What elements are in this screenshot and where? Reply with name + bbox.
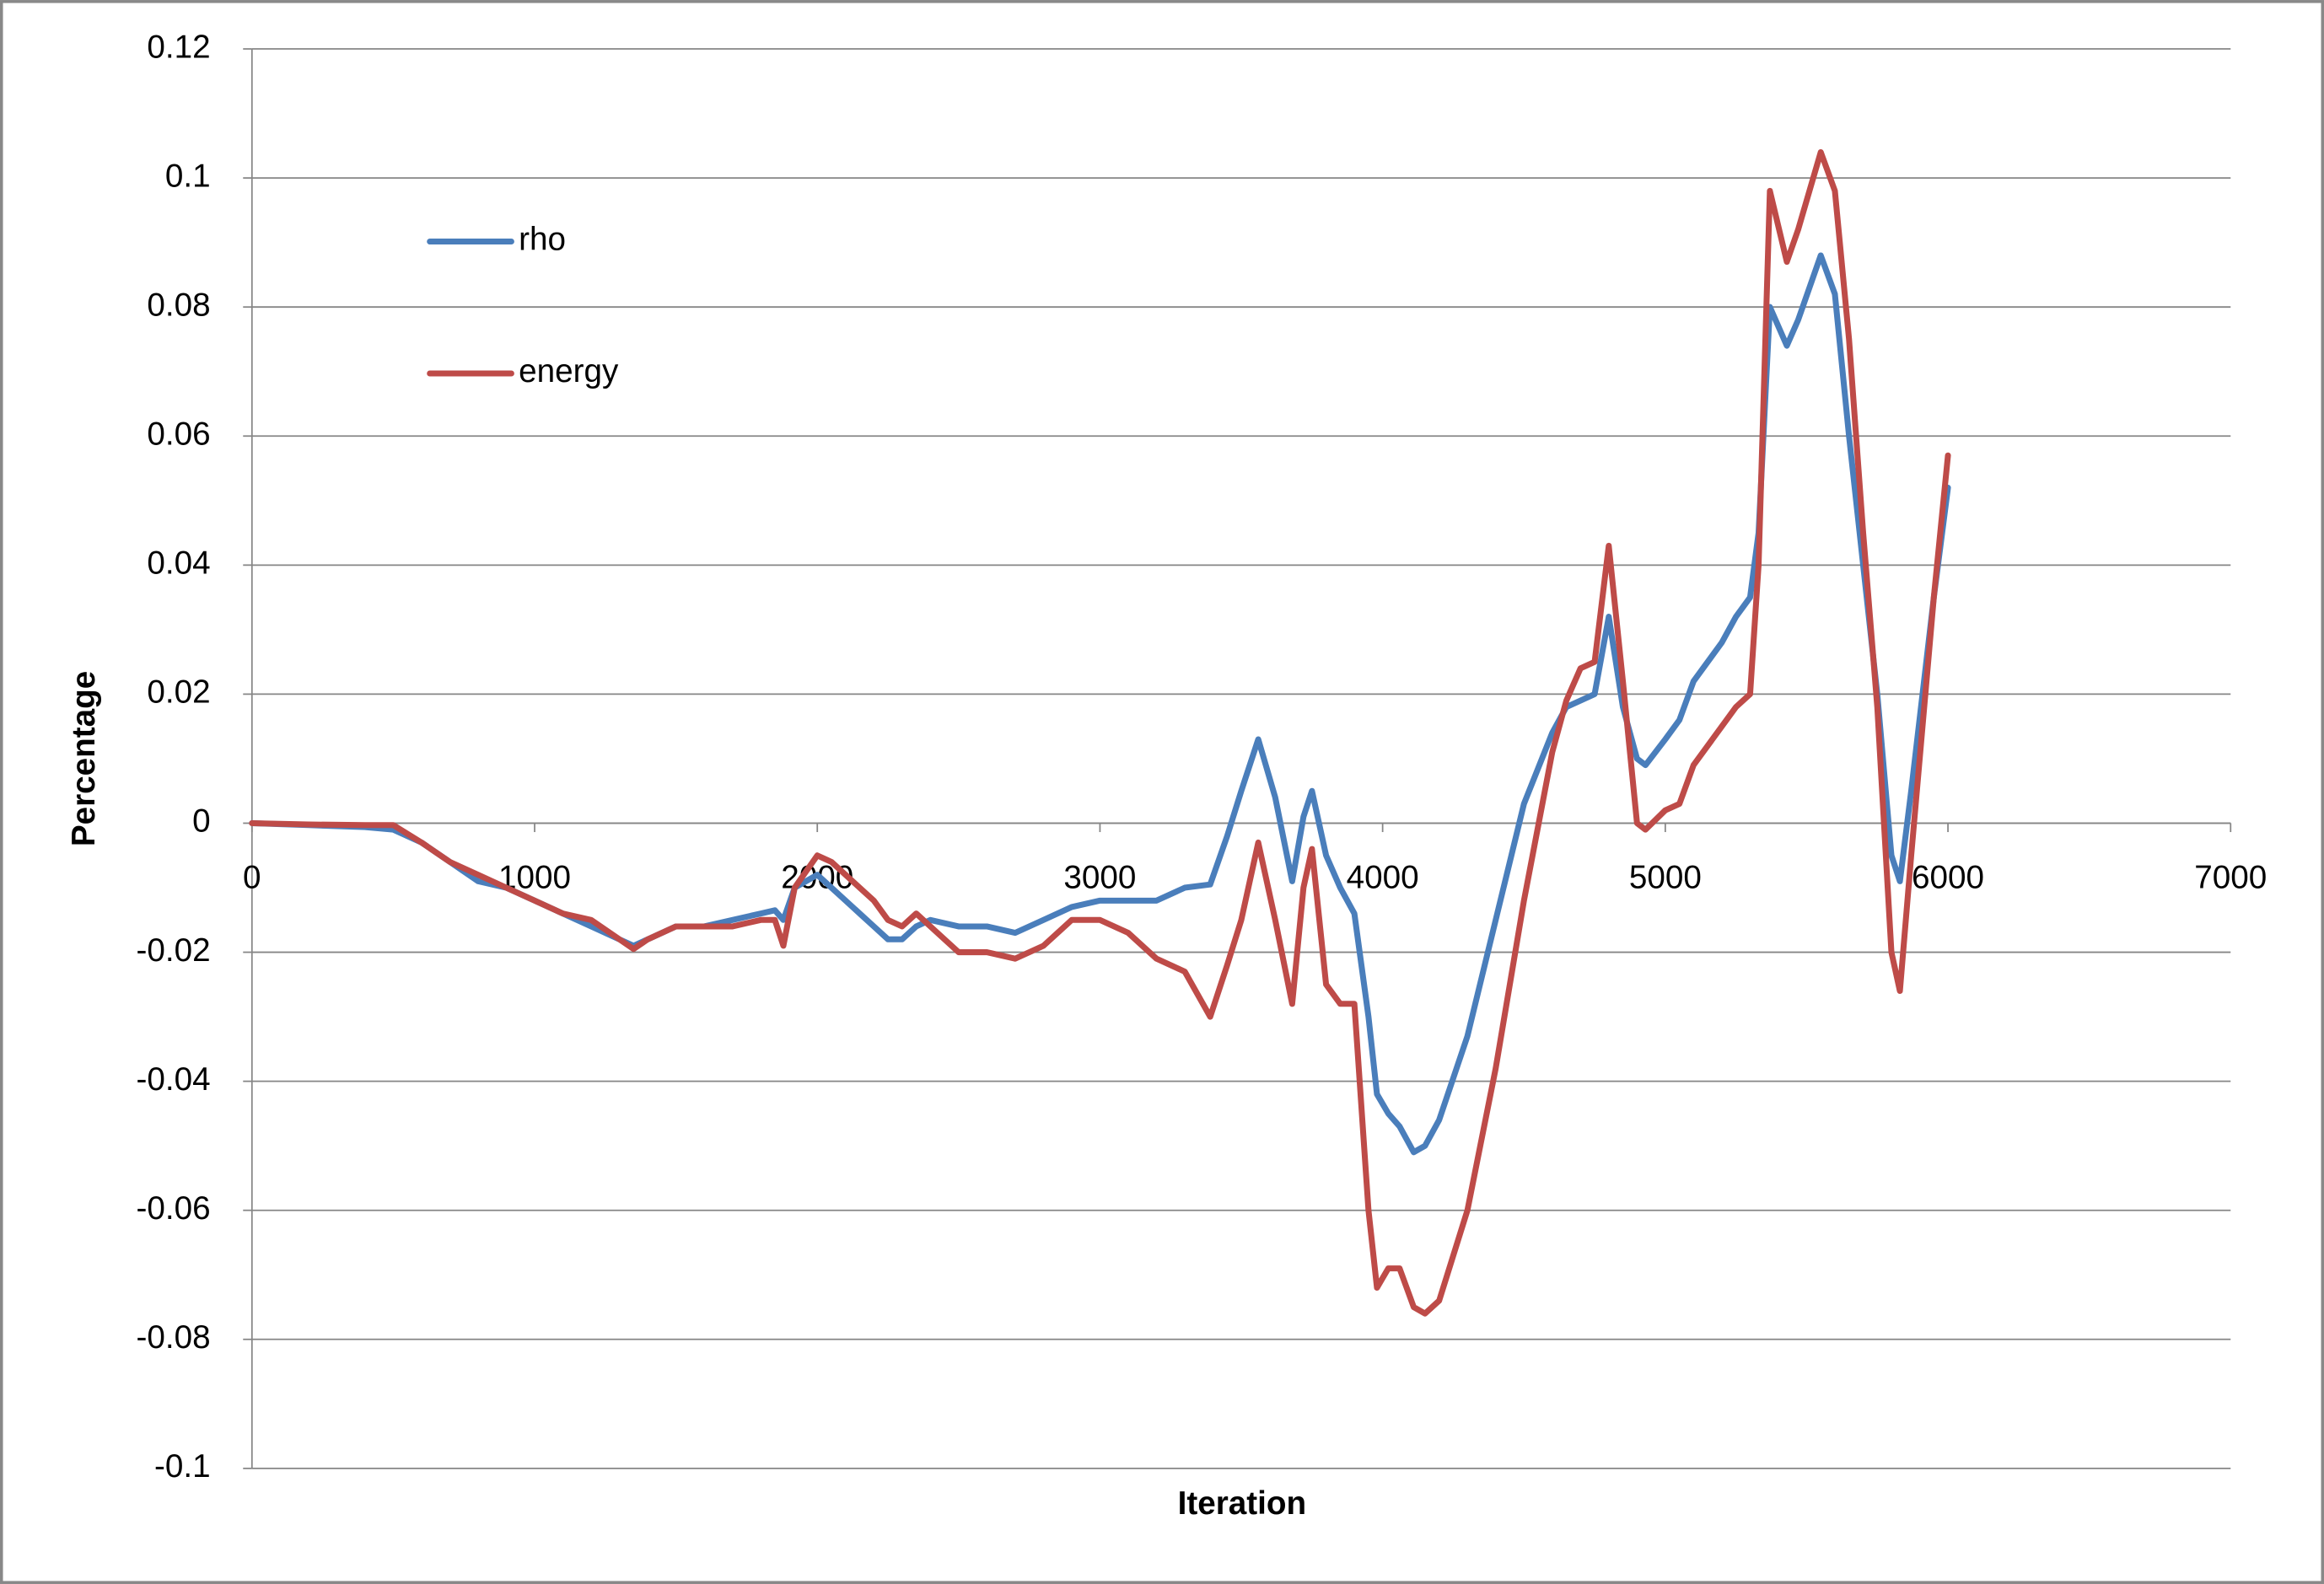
y-tick-label: -0.08 (136, 1319, 210, 1356)
legend-label: energy (519, 353, 619, 389)
y-axis-title: Percentage (66, 671, 102, 846)
y-tick-label: -0.06 (136, 1190, 210, 1227)
y-tick-label: 0.08 (147, 287, 210, 323)
x-tick-label: 5000 (1629, 860, 1702, 896)
x-tick-label: 0 (243, 860, 261, 896)
x-tick-label: 3000 (1063, 860, 1136, 896)
legend-label: rho (519, 222, 566, 258)
x-tick-label: 4000 (1347, 860, 1419, 896)
y-tick-label: 0.12 (147, 29, 210, 65)
y-tick-label: -0.02 (136, 932, 210, 969)
y-tick-label: -0.04 (136, 1061, 210, 1098)
y-tick-label: 0 (192, 803, 211, 840)
x-axis-title: Iteration (1178, 1485, 1307, 1522)
y-tick-label: 0.06 (147, 416, 210, 452)
y-tick-label: 0.1 (165, 158, 211, 194)
x-tick-label: 6000 (1912, 860, 1984, 896)
series-line (249, 148, 1951, 1317)
y-tick-label: -0.1 (154, 1448, 211, 1485)
y-tick-label: 0.04 (147, 545, 210, 582)
x-tick-label: 7000 (2194, 860, 2267, 896)
y-tick-label: 0.02 (147, 674, 210, 711)
